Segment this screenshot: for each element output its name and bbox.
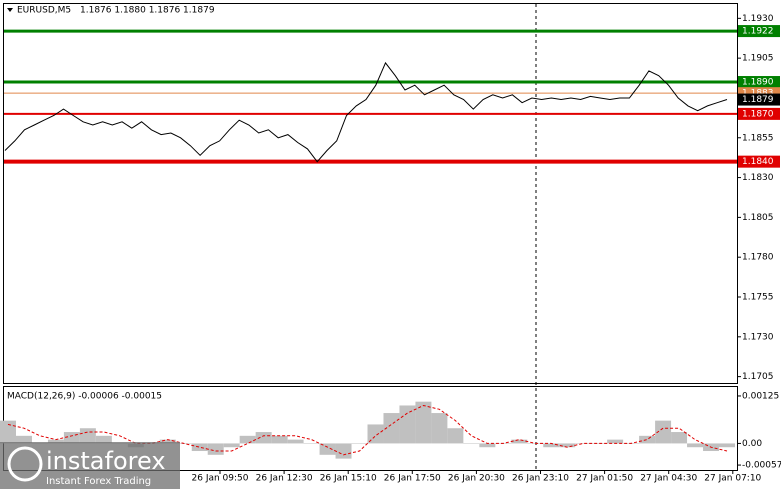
price-frame [3,3,738,384]
macd-bar [351,443,368,444]
x-tick-label: 26 Jan 17:50 [384,474,441,484]
macd-bar [655,420,672,444]
y-tick-label: 1.1730 [742,332,774,342]
macd-bar [687,443,704,448]
macd-bar [79,428,96,444]
x-tick-label: 27 Jan 07:10 [704,474,761,484]
logo-tagline: Instant Forex Trading [46,476,151,487]
macd-bar [223,443,240,448]
y-tick-label: 1.1830 [742,173,774,183]
macd-bar [319,443,336,455]
macd-bar [447,428,464,444]
x-tick-label: 27 Jan 04:30 [640,474,697,484]
price-label-box [738,107,780,120]
price-label-box [738,93,780,106]
macd-bar [0,420,16,444]
macd-y-tick-label: 0.00 [742,439,762,449]
y-tick-label: 1.1780 [742,253,774,263]
macd-bar [671,432,688,444]
x-tick-label: 26 Jan 09:50 [192,474,249,484]
macd-bar [271,435,288,444]
y-tick-label: 1.1905 [742,54,774,64]
macd-bar [639,435,656,444]
macd-bar [95,435,112,444]
macd-y-tick-label: -0.00057 [742,461,781,471]
macd-bar [463,443,480,444]
logo-name: instaforex [46,447,166,475]
macd-bar [511,439,528,444]
macd-bar [399,405,416,444]
symbol-title: EURUSD,M5 [17,6,71,16]
macd-title: MACD(12,26,9) -0.00006 -0.00015 [7,392,162,402]
price-label: 1.1922 [742,27,774,37]
macd-bar [207,443,224,455]
x-tick-label: 26 Jan 23:10 [512,474,569,484]
x-tick-label: 26 Jan 12:30 [256,474,313,484]
macd-bar [335,443,352,459]
ohlc: 1.1876 1.1880 1.1876 1.1879 [80,6,215,16]
logo: instaforex Instant Forex Trading [0,442,180,489]
macd-bar [287,439,304,444]
menu-arrow[interactable] [7,8,13,12]
x-tick-label: 26 Jan 20:30 [448,474,505,484]
macd-bar [575,443,592,444]
price-label-box [738,76,780,89]
macd-y-tick-label: 0.00125 [742,391,779,401]
macd-bar [479,443,496,448]
macd-bar [303,443,320,444]
macd-bar [383,413,400,444]
macd-bar [47,439,64,444]
price-label: 1.1840 [742,157,774,167]
macd-bar [559,443,576,448]
price-label-box [738,25,780,38]
y-tick-label: 1.1705 [742,372,774,382]
y-tick-label: 1.1805 [742,213,774,223]
macd-bar [367,424,384,444]
logo-icon [7,446,43,482]
price-label: 1.1870 [742,109,774,119]
macd-bar [415,401,432,444]
macd-signal [7,404,728,456]
macd-bar [239,435,256,444]
y-tick-label: 1.1855 [742,133,774,143]
macd-bar [719,443,735,448]
macd-bar [63,432,80,444]
price-label: 1.1879 [742,95,774,105]
x-tick-label: 27 Jan 01:50 [576,474,633,484]
price-line [4,61,728,163]
y-tick-label: 1.1755 [742,293,774,303]
macd-bar [543,443,560,448]
macd-bar [431,413,448,444]
macd-bar [607,439,624,444]
price-label: 1.1890 [742,78,774,88]
x-tick-label: 26 Jan 15:10 [320,474,377,484]
price-label-box [738,155,780,168]
y-tick-label: 1.1930 [742,14,774,24]
macd-bar [255,432,272,444]
macd-bar [159,439,176,444]
macd-bar [15,435,32,444]
macd-bar [191,443,208,452]
